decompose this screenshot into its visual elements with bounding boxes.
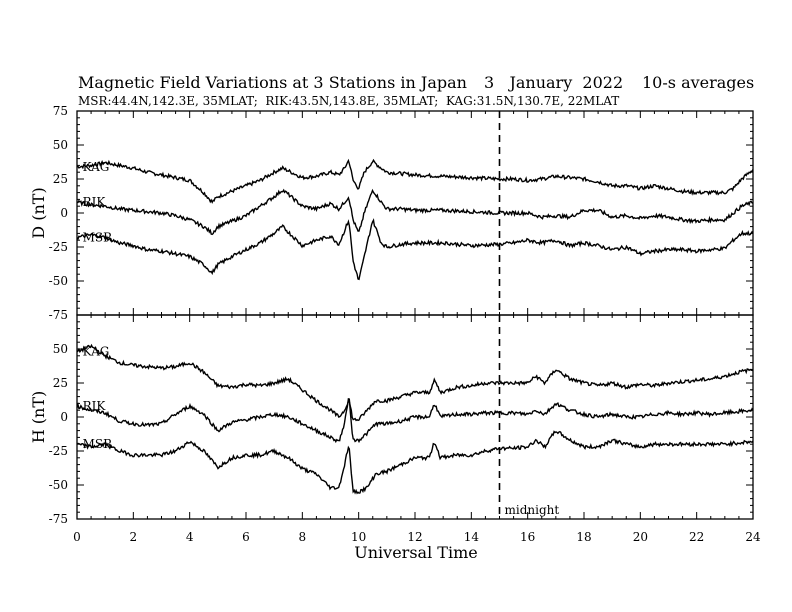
y-tick-label-h: -25 [49,444,68,458]
x-tick-label: 8 [299,530,307,544]
y-tick-label-h: -50 [49,478,68,492]
x-tick-label: 22 [689,530,704,544]
series-line-rik-h [76,398,754,444]
x-tick-label: 24 [745,530,761,544]
y-tick-label-d: -25 [49,240,68,254]
chart-date: 3 January 2022 [484,73,623,92]
series-line-kag-h [76,343,754,422]
series-label-rik-d: RIK [83,195,107,209]
y-tick-label-h: -75 [49,512,68,526]
panel-frame-d [76,110,754,316]
y-axis-label-h: H (nT) [29,391,48,444]
x-tick-label: 12 [407,530,422,544]
midnight-label: midnight [505,503,560,517]
y-tick-label-d: -50 [49,274,68,288]
series-label-kag-d: KAG [83,160,110,174]
y-tick-label-h: 25 [53,376,68,390]
y-tick-label-h: 50 [53,342,68,356]
y-tick-label-d: 25 [53,172,68,186]
chart-subtitle: MSR:44.4N,142.3E, 35MLAT; RIK:43.5N,143.… [78,94,619,108]
y-tick-label-d: 0 [60,206,68,220]
chart-title: Magnetic Field Variations at 3 Stations … [78,73,467,92]
x-tick-label: 6 [242,530,250,544]
y-tick-label-d: 50 [53,138,68,152]
series-line-rik-d [77,188,754,236]
x-tick-label: 10 [351,530,366,544]
x-tick-label: 16 [520,530,535,544]
series-line-msr-h [76,430,754,495]
x-tick-label: 20 [633,530,648,544]
series-label-rik-h: RIK [83,399,107,413]
y-tick-label-h: 0 [60,410,68,424]
x-tick-label: 0 [73,530,81,544]
y-axis-label-d: D (nT) [29,187,48,238]
x-tick-label: 18 [576,530,591,544]
x-tick-label: 2 [130,530,138,544]
x-axis-label: Universal Time [354,543,477,562]
plot-area: -75 -50 -25 0 25 50 75 D (nT) KAG RIK MSR -75 -50 -25… [29,104,761,544]
y-tick-label-d: 75 [53,104,68,118]
x-tick-label: 14 [464,530,480,544]
series-line-msr-d [76,218,754,281]
x-tick-label: 4 [186,530,194,544]
series-line-kag-d [76,158,754,204]
series-label-msr-d: MSR [83,230,114,244]
series-label-kag-h: KAG [83,345,110,359]
chart-averaging: 10-s averages [642,73,754,92]
y-tick-label-d: -75 [49,308,68,322]
series-label-msr-h: MSR [83,437,114,451]
